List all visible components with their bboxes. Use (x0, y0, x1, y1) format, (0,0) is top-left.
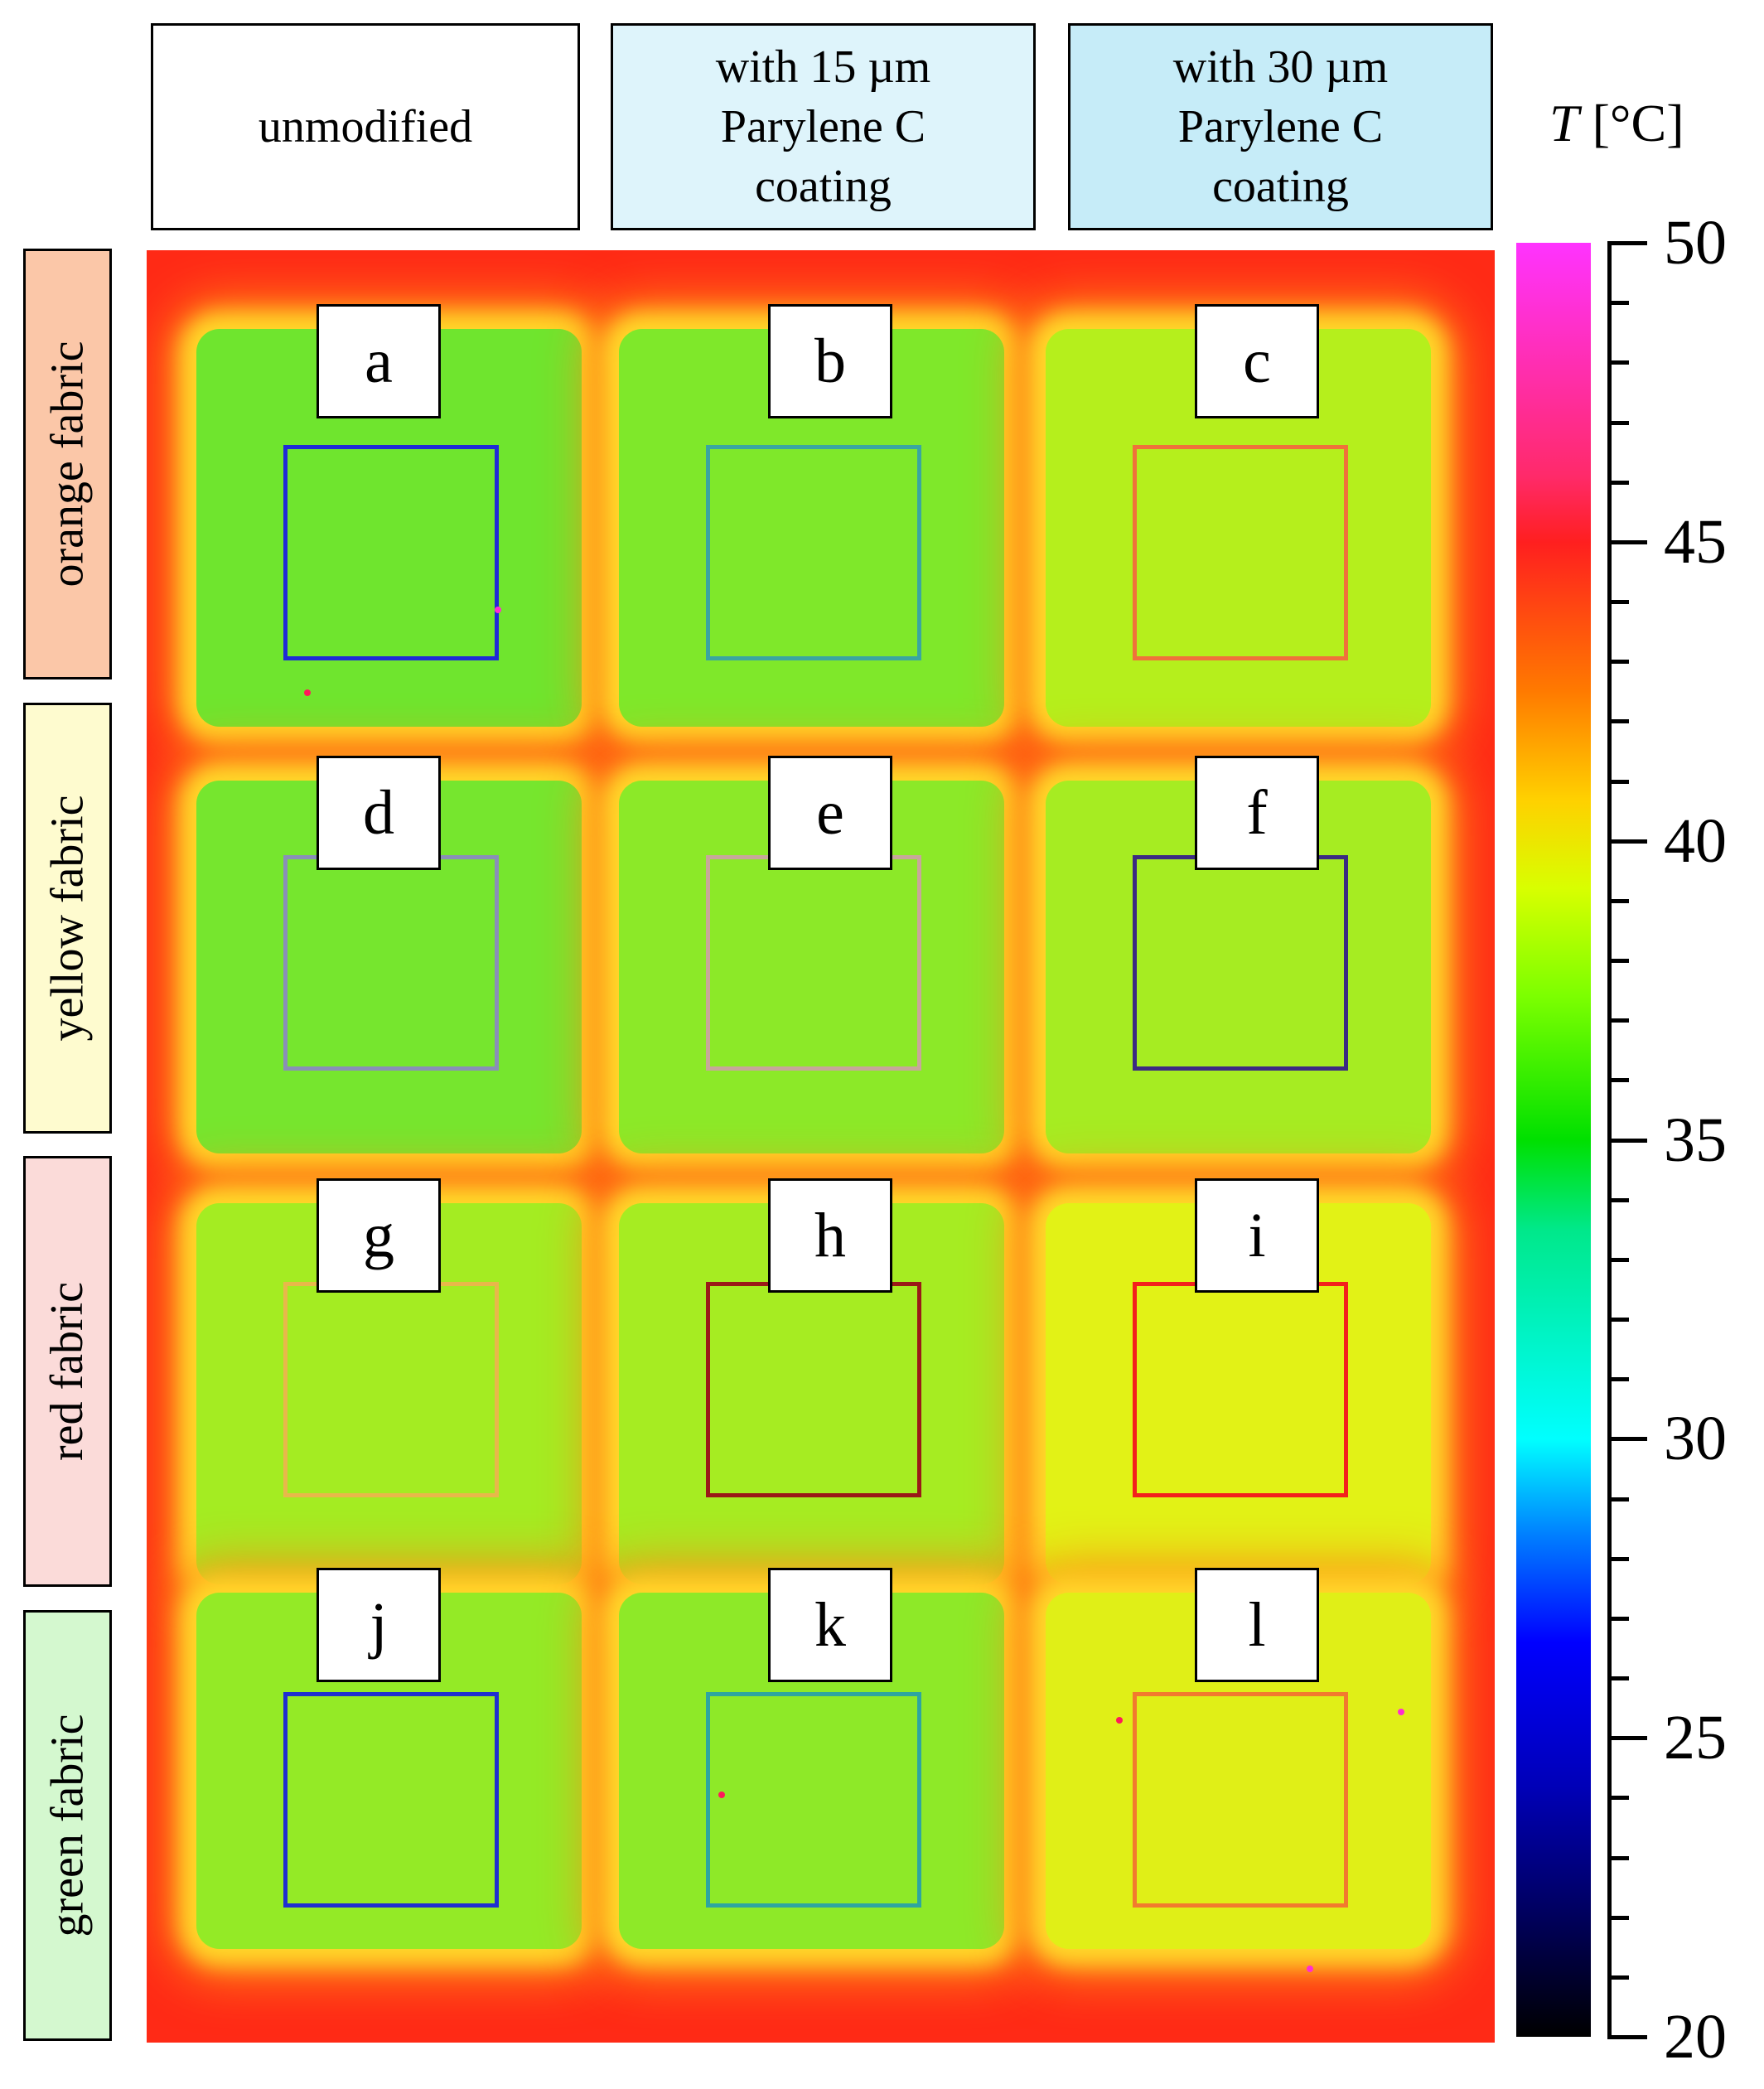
sample-label-d: d (317, 756, 441, 870)
column-header-30um-coating: with 30 µm Parylene C coating (1068, 23, 1493, 230)
sample-label-a: a (317, 304, 441, 418)
hot-spot (1307, 1966, 1313, 1972)
column-header-line: with 15 µm (715, 41, 931, 93)
column-header-line: Parylene C (1177, 101, 1384, 152)
colorbar-major-tick (1607, 2035, 1647, 2039)
colorbar-minor-tick (1607, 1676, 1629, 1680)
colorbar-minor-tick (1607, 1855, 1629, 1860)
colorbar-minor-tick (1607, 1556, 1629, 1561)
row-header-label: orange fabric (41, 341, 94, 588)
roi-f (1133, 855, 1348, 1071)
colorbar-minor-tick (1607, 420, 1629, 425)
colorbar-minor-tick (1607, 1018, 1629, 1023)
colorbar-major-tick (1607, 539, 1647, 544)
sample-label-g: g (317, 1178, 441, 1293)
row-header-label: yellow fabric (41, 795, 94, 1042)
colorbar-minor-tick (1607, 1796, 1629, 1801)
sample-label-b: b (768, 304, 892, 418)
sample-label-h: h (768, 1178, 892, 1293)
colorbar-major-tick (1607, 241, 1647, 245)
row-header-label: red fabric (41, 1281, 94, 1462)
thermal-image: a b c d e f g h i j k l (147, 250, 1495, 2043)
sample-label-f: f (1195, 756, 1319, 870)
roi-b (706, 445, 921, 660)
roi-e (706, 855, 921, 1071)
hot-spot (1116, 1717, 1123, 1724)
roi-k (706, 1692, 921, 1908)
hot-spot (495, 607, 501, 613)
sample-label-c: c (1195, 304, 1319, 418)
roi-h (706, 1282, 921, 1497)
hot-spot (718, 1792, 725, 1798)
colorbar-minor-tick (1607, 360, 1629, 365)
colorbar-minor-tick (1607, 1616, 1629, 1621)
colorbar-minor-tick (1607, 1915, 1629, 1920)
colorbar-gradient (1516, 243, 1591, 2037)
colorbar-minor-tick (1607, 1257, 1629, 1262)
column-header-unmodified: unmodified (151, 23, 580, 230)
colorbar-minor-tick (1607, 660, 1629, 665)
roi-d (283, 855, 499, 1071)
row-header-red-fabric: red fabric (23, 1156, 112, 1587)
colorbar-major-tick (1607, 1736, 1647, 1741)
colorbar-minor-tick (1607, 1318, 1629, 1322)
colorbar-minor-tick (1607, 600, 1629, 604)
colorbar-tick-label: 50 (1664, 208, 1727, 278)
colorbar-minor-tick (1607, 480, 1629, 485)
colorbar-tick-label: 30 (1664, 1404, 1727, 1474)
colorbar-minor-tick (1607, 1197, 1629, 1202)
column-header-15um-coating: with 15 µm Parylene C coating (611, 23, 1036, 230)
roi-c (1133, 445, 1348, 660)
colorbar-minor-tick (1607, 959, 1629, 963)
colorbar-title: T [°C] (1549, 93, 1684, 154)
column-header-line: coating (755, 161, 892, 212)
colorbar-major-tick (1607, 1437, 1647, 1442)
sample-label-l: l (1195, 1568, 1319, 1682)
sample-label-i: i (1195, 1178, 1319, 1293)
colorbar-tick-label: 20 (1664, 2002, 1727, 2072)
colorbar-minor-tick (1607, 719, 1629, 724)
sample-label-j: j (317, 1568, 441, 1682)
hot-spot (304, 689, 311, 696)
colorbar-minor-tick (1607, 779, 1629, 784)
column-header-line: unmodified (258, 101, 473, 152)
colorbar-tick-label: 45 (1664, 506, 1727, 577)
colorbar-minor-tick (1607, 1497, 1629, 1501)
column-header-line: Parylene C (720, 101, 926, 152)
column-header-line: coating (1212, 161, 1349, 212)
sample-label-e: e (768, 756, 892, 870)
colorbar-tick-label: 40 (1664, 805, 1727, 876)
colorbar-major-tick (1607, 1138, 1647, 1143)
colorbar-minor-tick (1607, 1078, 1629, 1083)
roi-g (283, 1282, 499, 1497)
roi-i (1133, 1282, 1348, 1497)
roi-l (1133, 1692, 1348, 1908)
roi-a (283, 445, 499, 660)
row-header-label: green fabric (41, 1714, 94, 1937)
row-header-yellow-fabric: yellow fabric (23, 703, 112, 1134)
colorbar-tick-label: 35 (1664, 1105, 1727, 1175)
colorbar-tick-label: 25 (1664, 1703, 1727, 1773)
column-header-line: with 30 µm (1172, 41, 1389, 93)
colorbar-symbol: T (1549, 94, 1579, 152)
roi-j (283, 1692, 499, 1908)
colorbar-minor-tick (1607, 898, 1629, 903)
colorbar-minor-tick (1607, 301, 1629, 306)
row-header-orange-fabric: orange fabric (23, 249, 112, 679)
row-header-green-fabric: green fabric (23, 1610, 112, 2041)
colorbar-unit: [°C] (1592, 94, 1684, 152)
sample-label-k: k (768, 1568, 892, 1682)
colorbar-major-tick (1607, 839, 1647, 844)
colorbar-minor-tick (1607, 1975, 1629, 1980)
colorbar-minor-tick (1607, 1377, 1629, 1382)
hot-spot (1398, 1709, 1404, 1715)
